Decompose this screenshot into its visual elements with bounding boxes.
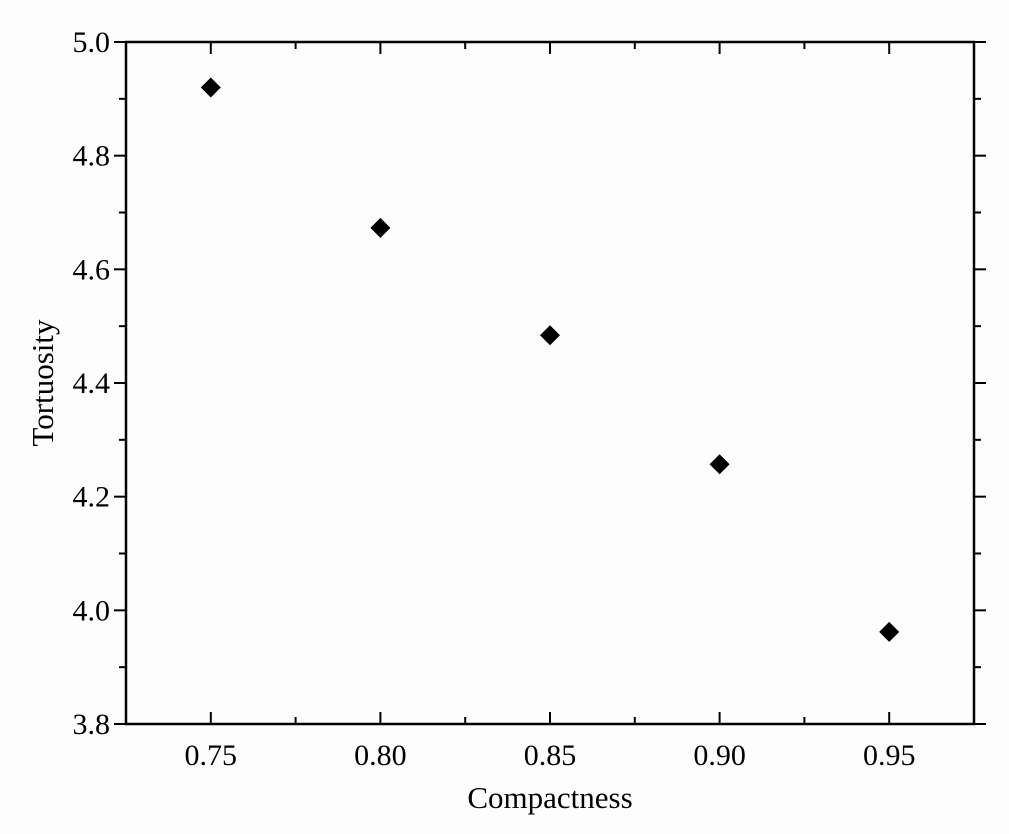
data-point [200, 77, 221, 98]
y-tick-label: 4.2 [73, 481, 111, 514]
y-axis-title: Tortuosity [25, 319, 60, 446]
data-points [200, 77, 900, 642]
x-axis-title: Compactness [467, 780, 632, 815]
y-axis: 3.8 4.0 4.2 4.4 4.6 4.8 5.0 [73, 26, 986, 741]
x-tick-label: 0.95 [863, 739, 916, 772]
x-tick-label: 0.80 [354, 739, 407, 772]
data-point [540, 325, 560, 346]
y-tick-label: 4.0 [73, 594, 111, 627]
data-point [370, 217, 391, 238]
x-tick-label: 0.90 [693, 739, 746, 772]
y-tick-label: 4.8 [73, 140, 111, 173]
data-point [709, 454, 730, 475]
y-tick-label: 4.6 [73, 253, 111, 286]
plot-area-border [124, 40, 976, 726]
y-tick-label: 3.8 [73, 708, 111, 741]
y-tick-label: 4.4 [73, 367, 111, 400]
x-axis: 0.75 0.80 0.85 0.90 0.95 [185, 42, 916, 772]
y-tick-label: 5.0 [73, 26, 111, 59]
x-tick-label: 0.85 [524, 739, 577, 772]
data-point [879, 621, 900, 642]
x-tick-label: 0.75 [185, 739, 238, 772]
